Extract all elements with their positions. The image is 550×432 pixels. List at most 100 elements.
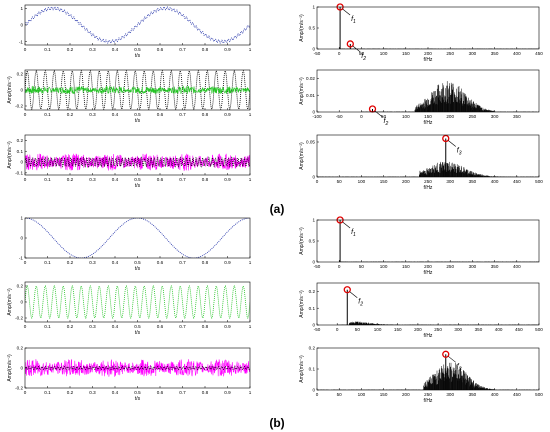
subplot-b2: 0 0.1 0.2 0.3 0.4 0.5 0.6 0.7 0.8 0.9 1-0.200.2t/s… [7,281,252,336]
y-tick-label-b6: 0 [312,388,315,393]
x-tick-label-a6: 200 [402,179,410,184]
x-tick-label-b4: 50 [359,264,365,269]
x-tick-label-b2: 0.1 [44,324,51,329]
x-tick-label-b4: -50 [314,264,321,269]
x-axis-label-b6: f/Hz [424,398,433,404]
peak-label-a6-0: f3 [457,148,462,157]
series-b3-1 [25,365,250,371]
x-tick-label-b6: 450 [513,392,521,397]
x-tick-label-a1: 0.5 [134,47,141,52]
y-axis-label-a4: Amp/(m/s⁻²) [299,14,305,42]
x-tick-label-a3: 0.9 [224,177,231,182]
y-tick-label-a6: 0.05 [306,140,315,145]
plot-area-b1 [25,218,250,258]
x-tick-label-b6: 350 [469,392,477,397]
y-tick-label-a1: -1 [19,39,24,44]
y-tick-label-a5: 0 [312,110,315,115]
plot-area-a3 [25,153,250,172]
y-tick-label-a4: 0.5 [309,26,316,31]
series-b1-0 [25,218,250,258]
peak-arrow-b6-0 [448,356,456,363]
peak-label-sub: 3 [459,366,462,372]
x-tick-label-a6: 500 [535,179,543,184]
y-tick-label-a3: -0.1 [15,171,23,176]
x-tick-label-b6: 500 [535,392,543,397]
x-tick-label-b1: 0.4 [112,260,119,265]
plot-area-b6 [317,362,539,390]
x-tick-label-b5: 200 [414,327,422,332]
x-tick-label-a4: 200 [424,51,432,56]
x-tick-label-b6: 200 [402,392,410,397]
y-tick-label-b1: 1 [20,216,23,221]
x-tick-label-b3: 0.5 [134,390,141,395]
x-tick-label-b2: 0.9 [224,324,231,329]
x-tick-label-b1: 0.1 [44,260,51,265]
series-b2-0 [25,285,250,319]
x-tick-label-a3: 0.2 [67,177,74,182]
y-tick-label-b6: 0.2 [309,346,316,351]
x-tick-label-a5: -50 [336,114,343,119]
x-tick-label-b2: 0 [24,324,27,329]
x-tick-label-b4: 300 [469,264,477,269]
x-tick-label-a5: 150 [424,114,432,119]
x-tick-label-a2: 1 [249,112,252,117]
x-tick-label-b4: 400 [513,264,521,269]
x-tick-label-a1: 0.8 [202,47,209,52]
x-tick-label-b3: 0.6 [157,390,164,395]
y-tick-label-a2: -0.2 [15,104,23,109]
plot-area-a5 [361,81,539,112]
x-tick-label-a2: 0.4 [112,112,119,117]
x-tick-label-b3: 0.9 [224,390,231,395]
x-tick-label-b5: 350 [475,327,483,332]
x-tick-label-b3: 0.7 [179,390,186,395]
x-tick-label-b1: 0.3 [89,260,96,265]
x-tick-label-a3: 0.7 [179,177,186,182]
y-tick-label-b6: 0.1 [309,367,316,372]
y-tick-label-b1: 0 [20,236,23,241]
x-tick-label-a4: 350 [491,51,499,56]
x-tick-label-a5: 100 [402,114,410,119]
panel-label-b: (b) [269,416,284,430]
x-tick-label-a2: 0.9 [224,112,231,117]
peak-marker-a6-0 [442,134,450,143]
x-tick-label-a5: 250 [469,114,477,119]
y-axis-label-b2: Amp/(m/s⁻²) [7,288,13,316]
x-tick-label-b2: 0.5 [134,324,141,329]
spectrum-a6 [317,161,539,177]
x-axis-label-a5: f/Hz [424,120,433,126]
peak-label-sub: 1 [353,19,356,25]
subplot-b5: f2-50 0 50 100 150 200 250 300 350 400 450 50000.10… [299,282,543,339]
y-tick-label-b4: 0.5 [309,239,316,244]
x-tick-label-a6: 400 [491,179,499,184]
x-axis-label-b5: f/Hz [424,333,433,339]
x-tick-label-b3: 0.8 [202,390,209,395]
x-tick-label-a6: 350 [469,179,477,184]
plot-area-b2 [25,285,250,319]
x-tick-label-a2: 0.7 [179,112,186,117]
x-tick-label-b3: 1 [249,390,252,395]
axes-frame-b2 [24,281,251,323]
y-tick-label-a2: 0 [20,88,23,93]
peak-label-b5-0: f2 [358,299,363,308]
x-tick-label-a1: 0.7 [179,47,186,52]
spectrum-b6 [317,362,539,390]
panel-label-a: (a) [270,202,285,216]
x-tick-label-a2: 0.2 [67,112,74,117]
plot-area-b3 [25,358,250,377]
x-axis-label-b1: t/s [135,266,141,272]
y-tick-label-a5: 0.02 [306,76,315,81]
x-tick-label-b2: 0.8 [202,324,209,329]
peak-arrow-a6-0 [448,140,456,147]
x-tick-label-b3: 0.4 [112,390,119,395]
axes-frame-b4 [316,219,540,263]
peak-label-sub: 1 [353,232,356,238]
x-tick-label-a2: 0.3 [89,112,96,117]
peak-arrow-b5-0 [349,291,358,298]
subplot-a5: f2 -100 -50 0 50 100 150 200 250 300 350 0 0.01 0.02 f… [299,69,540,127]
x-tick-label-b5: 400 [495,327,503,332]
x-tick-label-b4: 350 [491,264,499,269]
series-a3-1 [25,156,250,168]
